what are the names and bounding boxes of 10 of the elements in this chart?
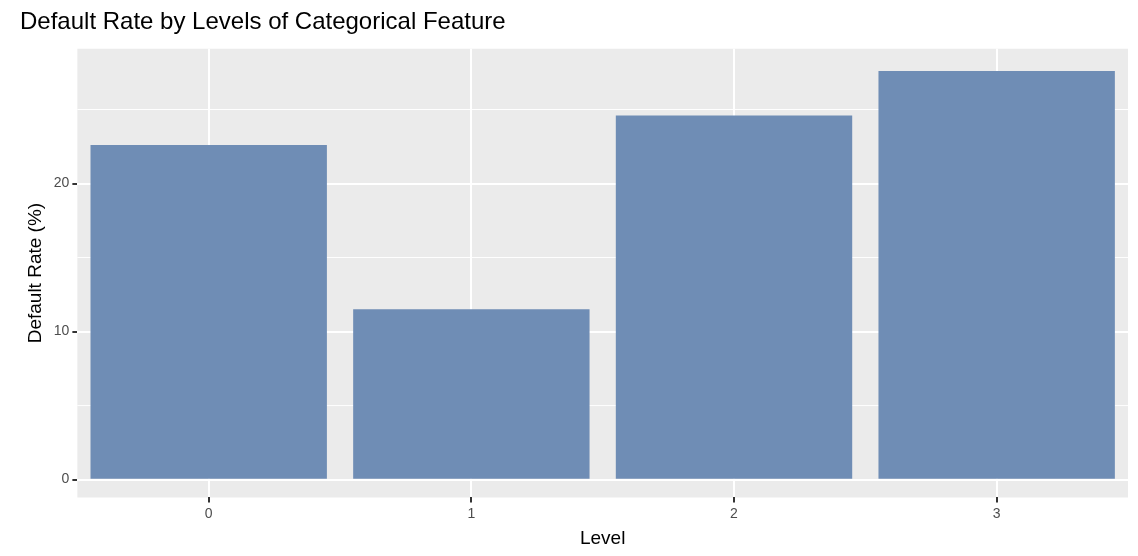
x-tick-label: 1: [467, 504, 476, 521]
y-tick-label: 10: [53, 322, 70, 339]
x-tick-label: 2: [730, 504, 739, 521]
y-axis-title: Default Rate (%): [23, 202, 45, 344]
chart-title: Default Rate by Levels of Categorical Feature: [20, 7, 506, 35]
y-tick-label: 0: [61, 470, 70, 487]
y-tick-label: 20: [53, 174, 70, 191]
x-tick-label: 3: [992, 504, 1001, 521]
x-tick-label: 0: [204, 504, 213, 521]
x-axis-title: Level: [579, 526, 626, 548]
